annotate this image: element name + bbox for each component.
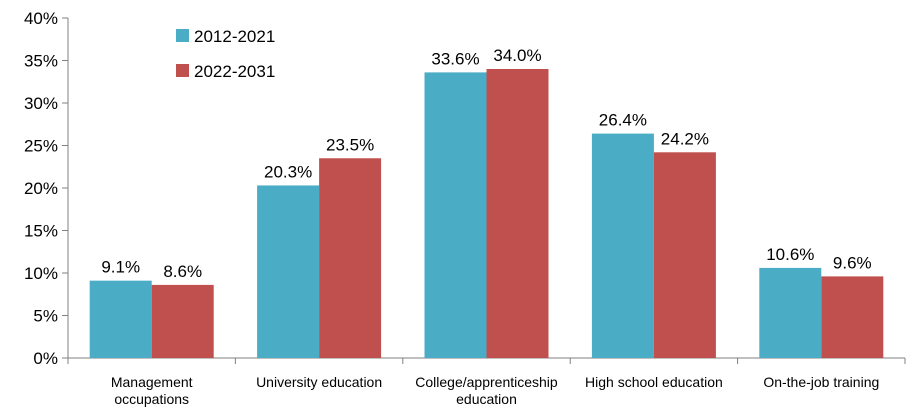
x-category-label: High school education: [585, 374, 723, 390]
data-label-2022-2031-4: 9.6%: [833, 253, 872, 272]
y-tick-label: 35%: [24, 52, 58, 71]
legend-swatch-2012-2021: [176, 29, 189, 42]
y-tick-label: 0%: [33, 349, 58, 368]
data-label-2012-2021-1: 20.3%: [264, 162, 312, 181]
data-label-2022-2031-3: 24.2%: [661, 129, 709, 148]
data-label-2022-2031-2: 34.0%: [493, 46, 541, 65]
data-label-2012-2021-4: 10.6%: [766, 245, 814, 264]
bar-2022-2031-0: [151, 284, 214, 358]
y-tick-label: 15%: [24, 222, 58, 241]
y-tick-label: 20%: [24, 179, 58, 198]
x-category-label: Management occupations: [111, 374, 193, 407]
bar-2012-2021-3: [591, 133, 654, 358]
chart-legend: 2012-2021 2022-2031: [176, 27, 275, 81]
chart-data-labels: 9.1% 20.3% 33.6% 26.4% 10.6% 8.6% 23.5% 34.0% 24…: [101, 46, 871, 281]
data-label-2012-2021-0: 9.1%: [101, 258, 140, 277]
x-category-label: University education: [256, 374, 382, 390]
bar-2012-2021-4: [759, 267, 822, 358]
bar-2022-2031-3: [653, 152, 716, 358]
bar-2012-2021-1: [257, 185, 320, 358]
legend-label-2012-2021: 2012-2021: [194, 27, 275, 46]
x-category-label: College/apprenticeship education: [415, 374, 558, 407]
y-tick-label: 30%: [24, 94, 58, 113]
legend-label-2022-2031: 2022-2031: [194, 62, 275, 81]
bar-2022-2031-1: [319, 158, 382, 358]
bar-2022-2031-4: [821, 276, 884, 358]
y-tick-label: 40%: [24, 9, 58, 28]
legend-swatch-2022-2031: [176, 64, 189, 77]
bar-2012-2021-2: [424, 72, 487, 359]
data-label-2012-2021-2: 33.6%: [431, 49, 479, 68]
chart-axes: 0% 5% 10% 15% 20% 25% 30% 35% 40% Management occup…: [24, 9, 906, 407]
y-tick-label: 10%: [24, 264, 58, 283]
data-label-2012-2021-3: 26.4%: [599, 111, 647, 130]
bar-2012-2021-0: [89, 280, 152, 358]
bar-2022-2031-2: [486, 69, 549, 358]
chart-bars: [89, 69, 884, 359]
y-tick-label: 25%: [24, 137, 58, 156]
y-tick-label: 5%: [33, 307, 58, 326]
x-category-label: On-the-job training: [763, 374, 879, 390]
data-label-2022-2031-1: 23.5%: [326, 135, 374, 154]
data-label-2022-2031-0: 8.6%: [163, 262, 202, 281]
